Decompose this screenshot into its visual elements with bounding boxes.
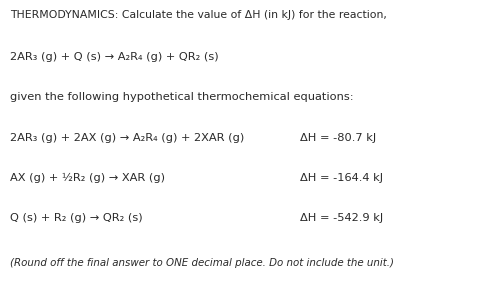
Text: given the following hypothetical thermochemical equations:: given the following hypothetical thermoc… <box>10 92 354 102</box>
Text: THERMODYNAMICS: Calculate the value of ΔH (in kJ) for the reaction,: THERMODYNAMICS: Calculate the value of Δ… <box>10 10 387 20</box>
Text: 2AR₃ (g) + Q (s) → A₂R₄ (g) + QR₂ (s): 2AR₃ (g) + Q (s) → A₂R₄ (g) + QR₂ (s) <box>10 52 219 62</box>
Text: ΔH = -542.9 kJ: ΔH = -542.9 kJ <box>300 213 383 223</box>
Text: AX (g) + ½R₂ (g) → XAR (g): AX (g) + ½R₂ (g) → XAR (g) <box>10 173 165 183</box>
Text: ΔH = -164.4 kJ: ΔH = -164.4 kJ <box>300 173 383 183</box>
Text: (Round off the final answer to ONE decimal place. Do not include the unit.): (Round off the final answer to ONE decim… <box>10 258 394 268</box>
Text: ΔH = -80.7 kJ: ΔH = -80.7 kJ <box>300 133 376 143</box>
Text: Q (s) + R₂ (g) → QR₂ (s): Q (s) + R₂ (g) → QR₂ (s) <box>10 213 142 223</box>
Text: 2AR₃ (g) + 2AX (g) → A₂R₄ (g) + 2XAR (g): 2AR₃ (g) + 2AX (g) → A₂R₄ (g) + 2XAR (g) <box>10 133 244 143</box>
